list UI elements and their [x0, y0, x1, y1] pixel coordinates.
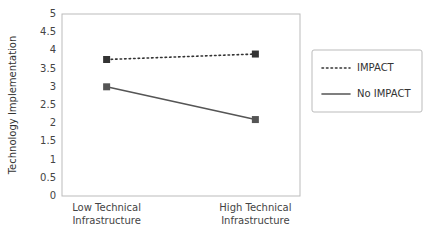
y-tick-label: 5 [50, 8, 56, 19]
legend-label: No IMPACT [357, 88, 411, 99]
legend-label: IMPACT [357, 62, 395, 73]
legend: IMPACT No IMPACT [312, 50, 422, 112]
plot-frame [62, 14, 300, 196]
y-axis-label: Technology Implementation [7, 36, 18, 176]
y-tick-label: 0.5 [40, 172, 56, 183]
point-marker [252, 116, 259, 123]
y-tick-label: 4 [50, 44, 56, 55]
x-tick-label: Low Technical Infrastructure [72, 202, 141, 226]
y-tick-label: 0 [50, 190, 56, 201]
y-tick-label: 3.5 [40, 63, 56, 74]
y-tick-label: 3 [50, 81, 56, 92]
y-tick-label: 2 [50, 117, 56, 128]
point-marker [103, 83, 110, 90]
legend-swatch [322, 93, 350, 95]
y-tick-label: 1 [50, 154, 56, 165]
x-tick-label: High Technical Infrastructure [219, 202, 291, 226]
y-tick-label: 1.5 [40, 135, 56, 146]
chart: 0 0.5 1 1.5 2 2.5 3 3.5 4 4.5 5 Technology Implemen… [0, 0, 430, 252]
x-tick-label-line: Low Technical [72, 202, 141, 213]
y-tick-label: 2.5 [40, 99, 56, 110]
point-marker [252, 51, 259, 58]
x-tick-label-line: Infrastructure [221, 215, 289, 226]
point-marker [103, 56, 110, 63]
series-group [103, 51, 259, 124]
x-tick-label-line: High Technical [219, 202, 291, 213]
x-tick-label-line: Infrastructure [72, 215, 140, 226]
series-line [107, 54, 256, 59]
legend-frame [312, 50, 422, 112]
y-tick-label: 4.5 [40, 26, 56, 37]
series-line [107, 87, 256, 120]
chart-container: 0 0.5 1 1.5 2 2.5 3 3.5 4 4.5 5 Technology Implemen… [0, 0, 430, 252]
legend-swatch [322, 67, 350, 69]
